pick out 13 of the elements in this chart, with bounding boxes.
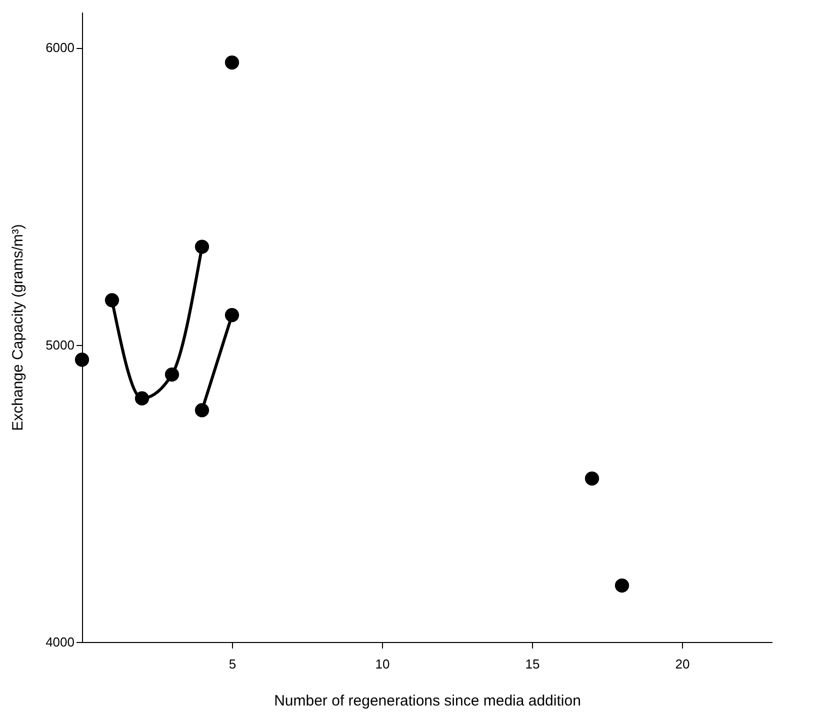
y-tick-label: 5000: [46, 337, 74, 352]
x-tick-label: 15: [525, 656, 540, 672]
x-axis-title: Number of regenerations since media addition: [274, 692, 581, 710]
point: [614, 578, 630, 593]
point: [224, 55, 240, 70]
y-tick-label: 6000: [46, 40, 74, 56]
y-axis-title: Exchange Capacity (grams/m³): [10, 224, 27, 431]
point: [584, 472, 600, 486]
x-tick-label: 20: [675, 656, 690, 672]
x-tick-label: 10: [375, 656, 390, 672]
x-tick-label: 5: [228, 656, 236, 672]
point: [74, 352, 90, 367]
y-tick-label: 4000: [46, 634, 74, 650]
